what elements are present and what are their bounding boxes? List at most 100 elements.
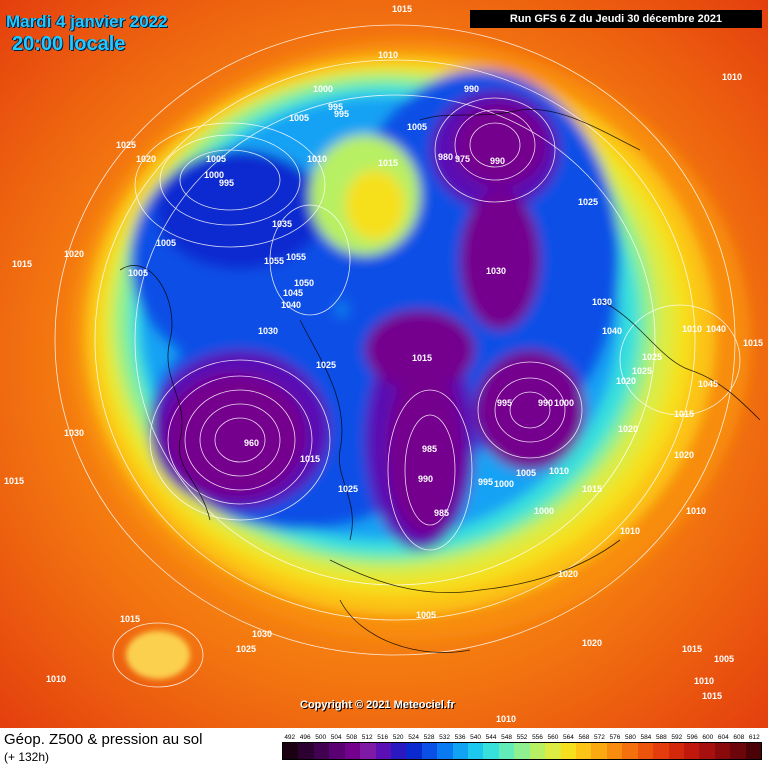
pressure-label: 1010 [620, 526, 640, 536]
pressure-label: 1010 [307, 154, 327, 164]
legend-label: 500 [315, 734, 327, 741]
pressure-label: 1015 [300, 454, 320, 464]
pressure-label: 1005 [407, 122, 427, 132]
pressure-label: 1015 [12, 259, 32, 269]
pressure-label: 1050 [294, 278, 314, 288]
legend-label: 524 [408, 734, 420, 741]
legend-swatch [329, 743, 345, 759]
legend-swatch [468, 743, 484, 759]
pressure-label: 985 [434, 508, 449, 518]
pressure-label: 1000 [204, 170, 224, 180]
legend-label: 508 [346, 734, 358, 741]
pressure-label: 1015 [412, 353, 432, 363]
legend-swatch [298, 743, 314, 759]
pressure-label: 995 [478, 477, 493, 487]
legend-label: 496 [299, 734, 311, 741]
pressure-label: 1030 [64, 428, 84, 438]
pressure-label: 1010 [46, 674, 66, 684]
legend-label: 572 [594, 734, 605, 741]
legend-swatch [313, 743, 330, 759]
legend-label: 540 [470, 734, 481, 741]
pressure-label: 1025 [316, 360, 336, 370]
legend-label: 492 [284, 734, 296, 741]
pressure-label: 980 [438, 152, 453, 162]
pressure-label: 995 [497, 398, 512, 408]
color-scale-legend: 492 496 500 504 508 512 516 520 524 528 532 536 540 5… [282, 734, 762, 760]
legend-swatch [576, 743, 592, 759]
legend-swatch [730, 743, 746, 759]
pressure-label: 1005 [128, 268, 148, 278]
copyright-notice: Copyright © 2021 Meteociel.fr [300, 699, 455, 711]
legend-label: 556 [532, 734, 543, 741]
pressure-label: 1020 [582, 638, 602, 648]
pressure-label: 1015 [378, 158, 398, 168]
legend-swatch [668, 743, 684, 759]
pressure-label: 960 [244, 438, 259, 448]
legend-label: 600 [702, 734, 714, 741]
pressure-label: 1000 [554, 398, 574, 408]
pressure-label: 1025 [642, 352, 662, 362]
pressure-label: 1030 [486, 266, 506, 276]
pressure-label: 1055 [286, 252, 306, 262]
legend-label: 580 [624, 734, 636, 741]
pressure-label: 990 [464, 84, 479, 94]
pressure-label: 1025 [578, 197, 598, 207]
legend-swatch [591, 743, 607, 759]
pressure-label: 1040 [602, 326, 622, 336]
pressure-label: 1025 [116, 140, 136, 150]
legend-swatch [421, 743, 438, 759]
pressure-label: 1015 [702, 691, 722, 701]
legend-swatch [745, 743, 762, 759]
legend-label: 504 [330, 734, 342, 741]
pressure-label: 1010 [549, 466, 569, 476]
legend-label: 536 [454, 734, 466, 741]
legend-swatch [606, 743, 623, 759]
lead-time: (+ 132h) [4, 750, 50, 764]
pressure-label: 990 [418, 474, 433, 484]
legend-swatch [653, 743, 669, 759]
pressure-label: 985 [422, 444, 437, 454]
pressure-label: 1045 [283, 288, 303, 298]
pressure-label: 1010 [378, 50, 398, 60]
pressure-label: 1020 [674, 450, 694, 460]
pressure-label: 1020 [136, 154, 156, 164]
pressure-label: 1015 [682, 644, 702, 654]
pressure-label: 1055 [264, 256, 284, 266]
legend-label: 528 [423, 734, 435, 741]
legend-label: 576 [609, 734, 621, 741]
weather-map: 1015 1010 990 1000 995 995 1005 1005 102… [0, 0, 768, 728]
legend-swatches [282, 742, 762, 760]
pressure-label: 1005 [416, 610, 436, 620]
legend-swatch [560, 743, 577, 759]
legend-labels: 492 496 500 504 508 512 516 520 524 528 532 536 540 5… [282, 734, 762, 741]
pressure-label: 1015 [392, 4, 412, 14]
pressure-label: 1015 [582, 484, 602, 494]
legend-label: 520 [392, 734, 404, 741]
pressure-label: 1020 [618, 424, 638, 434]
forecast-date: Mardi 4 janvier 2022 [6, 12, 168, 31]
pressure-label: 995 [328, 102, 343, 112]
legend-swatch [699, 743, 715, 759]
legend-swatch [452, 743, 469, 759]
pressure-label: 1015 [743, 338, 763, 348]
pressure-label: 1005 [289, 113, 309, 123]
legend-label: 548 [501, 734, 512, 741]
legend-swatch [622, 743, 638, 759]
legend-swatch [406, 743, 422, 759]
legend-label: 608 [733, 734, 745, 741]
pressure-label: 1025 [236, 644, 256, 654]
pressure-label: 1030 [592, 297, 612, 307]
pressure-label: 1010 [496, 714, 516, 724]
pressure-label: 1000 [494, 479, 514, 489]
legend-swatch [683, 743, 700, 759]
pressure-label: 1035 [272, 219, 292, 229]
legend-label: 544 [485, 734, 497, 741]
legend-swatch [360, 743, 376, 759]
isobars [54, 24, 741, 688]
legend-label: 568 [578, 734, 590, 741]
legend-swatch [344, 743, 361, 759]
pressure-label: 995 [219, 178, 234, 188]
legend-swatch [375, 743, 391, 759]
legend-label: 560 [547, 734, 559, 741]
pressure-label: 1025 [338, 484, 358, 494]
